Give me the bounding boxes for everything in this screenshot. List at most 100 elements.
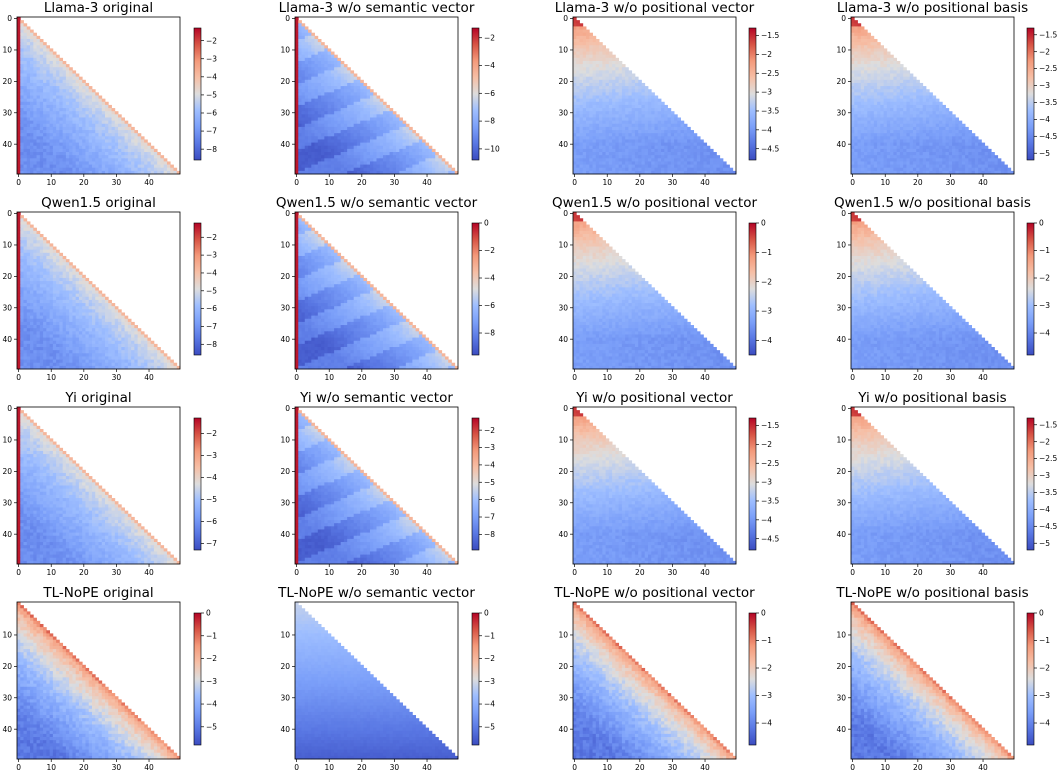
heatmap-cell [301,167,306,172]
heatmap-cell [353,73,358,78]
heatmap-cell [347,130,351,134]
heatmap-cell [612,60,616,65]
heatmap-cell [573,17,577,21]
heatmap-cell [886,108,891,112]
heatmap-cell [412,152,417,156]
heatmap-cell [615,161,620,165]
heatmap-cell [873,60,878,65]
heatmap-cell [383,111,387,115]
heatmap-cell [20,164,24,169]
heatmap-cell [857,158,862,162]
heatmap-cell [347,117,351,122]
heatmap-cell [160,164,165,169]
heatmap-cell [72,142,77,147]
heatmap-cell [356,145,361,150]
heatmap-cell [82,92,86,96]
heatmap-cell [644,161,649,165]
heatmap-cell [369,95,374,100]
heatmap-cell [608,114,613,118]
heatmap-cell [111,114,116,118]
heatmap-cell [608,67,613,71]
heatmap-cell [39,170,44,175]
heatmap-cell [857,155,862,159]
heatmap-cell [909,111,914,115]
heatmap-cell [899,64,904,68]
heatmap-cell [912,123,917,128]
heatmap-cell [386,104,390,109]
heatmap-cell [857,101,862,106]
heatmap-cell [922,123,927,128]
heatmap-cell [599,152,603,156]
heatmap-cell [20,104,24,109]
heatmap-cell [860,26,865,30]
heatmap-cell [396,148,400,153]
heatmap-cell [311,148,315,153]
heatmap-cell [72,76,77,81]
heatmap-cell [625,167,629,172]
heatmap-cell [877,51,881,56]
heatmap-cell [612,54,616,59]
heatmap-cell [43,92,47,96]
heatmap-cell [608,101,613,106]
heatmap-cell [46,108,50,112]
heatmap-cell [360,79,364,84]
heatmap-cell [922,126,927,131]
heatmap-cell [46,120,50,125]
heatmap-cell [690,148,695,153]
heatmap-cell [402,126,407,131]
heatmap-cell [75,126,80,131]
heatmap-cell [49,136,54,140]
heatmap-cell [69,111,73,115]
heatmap-cell [880,104,884,109]
heatmap-cell [98,123,103,128]
heatmap-cell [33,67,37,71]
heatmap-cell [612,136,616,140]
heatmap-cell [621,145,626,150]
heatmap-cell [634,82,639,87]
heatmap-cell [579,136,584,140]
heatmap-cell [706,158,711,162]
heatmap-cell [298,95,302,100]
heatmap-cell [105,161,109,165]
heatmap-cell [582,51,587,56]
heatmap-cell [88,164,93,169]
heatmap-cell [870,57,875,62]
heatmap-cell [860,98,865,103]
heatmap-cell [634,152,639,156]
heatmap-cell [576,170,580,175]
heatmap-cell [43,117,47,122]
heatmap-cell [52,95,57,100]
heatmap-cell [628,161,633,165]
heatmap-cell [579,79,584,84]
heatmap-cell [383,170,387,175]
heatmap-cell [121,167,125,172]
heatmap-cell [337,101,342,106]
heatmap-cell [605,64,610,68]
heatmap-cell [589,92,593,96]
heatmap-cell [353,76,358,81]
heatmap-cell [295,98,299,103]
heatmap-cell [363,120,368,125]
heatmap-cell [870,123,875,128]
heatmap-cell [369,92,374,96]
heatmap-cell [857,26,862,30]
heatmap-cell [321,164,325,169]
heatmap-cell [75,170,80,175]
heatmap-cell [883,48,888,52]
heatmap-cell [30,38,34,43]
heatmap-cell [49,120,54,125]
heatmap-cell [608,164,613,169]
heatmap-cell [851,26,855,30]
heatmap-cell [661,104,665,109]
heatmap-cell [602,95,606,100]
heatmap-cell [883,108,888,112]
heatmap-cell [304,101,309,106]
heatmap-cell [644,136,649,140]
heatmap-cell [912,98,917,103]
heatmap-cell [369,114,374,118]
heatmap-cell [860,155,865,159]
heatmap-cell [586,142,590,147]
heatmap-cell [857,145,862,150]
heatmap-cell [893,117,898,122]
heatmap-cell [360,136,364,140]
